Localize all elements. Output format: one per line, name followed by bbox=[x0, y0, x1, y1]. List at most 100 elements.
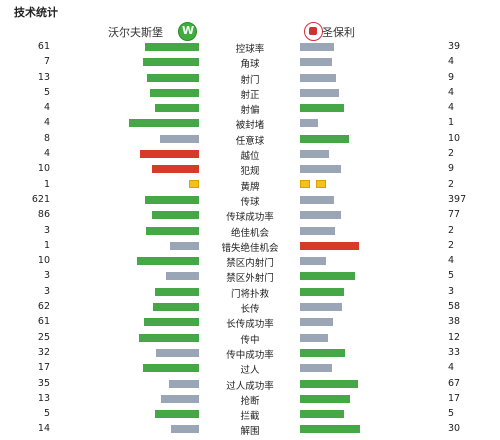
stat-row: 621 传球 397 bbox=[0, 193, 500, 208]
away-stat-value: 77 bbox=[448, 209, 461, 221]
home-stat-value: 3 bbox=[43, 270, 50, 282]
home-stat-bar-track bbox=[111, 394, 199, 403]
stat-label: 门将扑救 bbox=[230, 288, 269, 300]
away-stat-bar-track bbox=[300, 241, 388, 250]
away-stat-value: 4 bbox=[448, 86, 455, 98]
stat-row: 14 解围 30 bbox=[0, 422, 500, 437]
stat-row: 4 被封堵 1 bbox=[0, 116, 500, 131]
stat-label: 角球 bbox=[240, 59, 260, 71]
home-stat-bar bbox=[161, 394, 199, 403]
away-stat-value: 12 bbox=[448, 331, 461, 343]
home-stat-bar bbox=[147, 73, 199, 82]
st-pauli-crest-icon bbox=[304, 22, 323, 41]
home-stat-bar-track bbox=[111, 364, 199, 373]
away-stat-bar bbox=[300, 364, 332, 373]
home-stat-bar bbox=[155, 410, 199, 419]
home-stat-bar bbox=[152, 165, 199, 174]
away-stat-bar-track bbox=[300, 364, 388, 373]
stat-label: 射偏 bbox=[240, 105, 260, 117]
away-stat-bar bbox=[300, 348, 345, 357]
stat-label: 传球成功率 bbox=[226, 212, 274, 224]
away-stat-value: 4 bbox=[448, 362, 455, 374]
away-stat-bar-track bbox=[300, 348, 388, 357]
stat-row: 3 绝佳机会 2 bbox=[0, 224, 500, 239]
stat-label: 禁区内射门 bbox=[226, 258, 274, 270]
home-stat-bar bbox=[136, 257, 199, 266]
away-stat-bar bbox=[300, 73, 337, 82]
stat-row: 10 禁区内射门 4 bbox=[0, 254, 500, 269]
home-stat-bar bbox=[160, 134, 199, 143]
home-stat-bar-track bbox=[111, 425, 199, 434]
away-stat-value: 9 bbox=[448, 71, 455, 83]
home-stat-value: 35 bbox=[37, 377, 50, 389]
away-stat-value: 2 bbox=[448, 178, 455, 190]
away-stat-value: 33 bbox=[448, 346, 461, 358]
away-stat-value: 3 bbox=[448, 285, 455, 297]
home-stat-bar-track bbox=[111, 195, 199, 204]
home-stat-bar-track bbox=[111, 348, 199, 357]
away-stat-bar bbox=[300, 226, 336, 235]
stat-row: 4 射偏 4 bbox=[0, 101, 500, 116]
home-stat-bar bbox=[170, 425, 199, 434]
away-stat-bar bbox=[300, 272, 355, 281]
away-stat-value: 2 bbox=[448, 239, 455, 251]
home-stat-bar-track bbox=[111, 410, 199, 419]
away-stat-bar bbox=[300, 410, 344, 419]
home-stat-value: 1 bbox=[43, 239, 50, 251]
home-stat-value: 4 bbox=[43, 117, 50, 129]
away-stat-bar-track bbox=[300, 410, 388, 419]
stat-label: 解围 bbox=[240, 426, 260, 438]
away-stat-bar-track bbox=[300, 165, 388, 174]
away-stat-value: 30 bbox=[448, 423, 461, 435]
home-stat-bar-track bbox=[111, 318, 199, 327]
stat-row: 61 控球率 39 bbox=[0, 40, 500, 55]
away-stat-bar-track bbox=[300, 379, 388, 388]
home-stat-bar bbox=[144, 318, 199, 327]
stats-table: 61 控球率 39 7 角球 4 13 射门 9 5 射正 4 4 射偏 4 4 被封堵 1 8 任意球 10 4 越位 2 1… bbox=[0, 40, 500, 438]
home-stat-bar bbox=[142, 58, 199, 67]
stat-row: 35 过人成功率 67 bbox=[0, 377, 500, 392]
away-stat-value: 4 bbox=[448, 255, 455, 267]
away-stat-bar bbox=[300, 104, 344, 113]
home-stat-bar-track bbox=[111, 287, 199, 296]
away-stat-bar bbox=[300, 303, 343, 312]
stat-label: 抢断 bbox=[240, 395, 260, 407]
home-stat-bar bbox=[149, 88, 199, 97]
away-stat-bar bbox=[300, 211, 342, 220]
stat-label: 传球 bbox=[240, 196, 260, 208]
away-stat-bar-track bbox=[300, 425, 388, 434]
home-stat-bar bbox=[145, 195, 199, 204]
home-stat-value: 5 bbox=[43, 408, 50, 420]
home-stat-bar-track bbox=[111, 272, 199, 281]
away-stat-value: 397 bbox=[448, 193, 467, 205]
home-stat-bar-track bbox=[111, 226, 199, 235]
away-stat-value: 2 bbox=[448, 224, 455, 236]
away-stat-value: 58 bbox=[448, 301, 461, 313]
stat-row: 5 拦截 5 bbox=[0, 407, 500, 422]
away-stat-value: 2 bbox=[448, 148, 455, 160]
home-stat-bar-track bbox=[111, 150, 199, 159]
stat-label: 拦截 bbox=[240, 411, 260, 423]
stat-label: 长传 bbox=[240, 304, 260, 316]
home-stat-bar-track bbox=[111, 241, 199, 250]
stat-label: 射门 bbox=[240, 74, 260, 86]
home-stat-bar-track bbox=[111, 303, 199, 312]
yellow-card-icon bbox=[316, 179, 326, 188]
stat-row: 4 越位 2 bbox=[0, 147, 500, 162]
home-stat-bar bbox=[142, 364, 199, 373]
away-stat-bar-track bbox=[300, 272, 388, 281]
home-stat-bar bbox=[139, 333, 199, 342]
away-stat-bar-track bbox=[300, 318, 388, 327]
home-stat-value: 3 bbox=[43, 224, 50, 236]
home-stat-bar-track bbox=[111, 165, 199, 174]
stat-label: 长传成功率 bbox=[226, 319, 274, 331]
away-stat-bar-track bbox=[300, 226, 388, 235]
stat-row: 32 传中成功率 33 bbox=[0, 346, 500, 361]
home-stat-bar bbox=[155, 104, 199, 113]
stat-label: 越位 bbox=[240, 151, 260, 163]
home-stat-bar bbox=[153, 303, 199, 312]
home-stat-value: 3 bbox=[43, 285, 50, 297]
stat-row: 10 犯规 9 bbox=[0, 162, 500, 177]
home-stat-value: 10 bbox=[37, 255, 50, 267]
away-stat-bar bbox=[300, 134, 350, 143]
